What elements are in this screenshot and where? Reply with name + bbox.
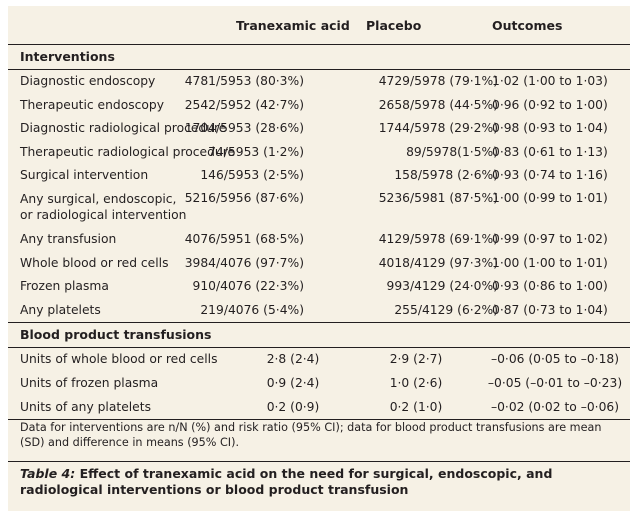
outcome-value: 0·87 (0·73 to 1·04) xyxy=(492,302,608,317)
outcome-value: 1·00 (1·00 to 1·01) xyxy=(492,255,608,270)
outcome-value: 0·96 (0·92 to 1·00) xyxy=(492,97,608,112)
outcome-value: 1·00 (0·99 to 1·01) xyxy=(492,190,608,205)
row-label: Diagnostic endoscopy xyxy=(20,74,156,88)
row-label: Therapeutic endoscopy xyxy=(20,97,164,112)
table-caption: Table 4: Effect of tranexamic acid on th… xyxy=(20,466,620,498)
table-bottom-rule xyxy=(8,419,630,421)
table-frame: Tranexamic acid Placebo Outcomes Interve… xyxy=(8,6,630,511)
row-label: Units of whole blood or red cells xyxy=(20,352,218,367)
column-header-outcomes: Outcomes xyxy=(492,18,563,33)
section-blood-products: Units of whole blood or red cells 2·8 (2… xyxy=(8,348,630,419)
table-row: Units of any platelets 0·2 (0·9) 0·2 (1·… xyxy=(8,396,630,420)
tranexamic-value: 1704/5953 (28·6%) xyxy=(184,121,304,136)
outcome-value: 0·99 (0·97 to 1·02) xyxy=(492,231,608,246)
placebo-value: 89/5978(1·5%) xyxy=(406,144,498,159)
table-row: Therapeutic radiological procedure 74/59… xyxy=(8,141,630,165)
row-label: Whole blood or red cells xyxy=(20,255,169,270)
table-footnote: Data for interventions are n/N (%) and r… xyxy=(20,421,602,449)
column-header-placebo: Placebo xyxy=(366,18,422,33)
row-label: Any transfusion xyxy=(20,231,117,246)
row-label: Therapeutic radiological procedure xyxy=(20,144,236,159)
table-row: Diagnostic radiological procedure 1704/5… xyxy=(8,117,630,141)
placebo-value: 0·2 (1·0) xyxy=(389,399,443,414)
row-label-line-2: or radiological intervention xyxy=(20,207,187,222)
row-label: Frozen plasma xyxy=(20,279,109,294)
row-label-line-1: Any surgical, endoscopic, xyxy=(20,191,177,206)
placebo-value: 1·0 (2·6) xyxy=(389,375,443,390)
outcome-value: 0·98 (0·93 to 1·04) xyxy=(492,121,608,136)
placebo-value: 4729/5978 (79·1%) xyxy=(378,74,498,88)
placebo-value: 2·9 (2·7) xyxy=(389,352,443,367)
tranexamic-value: 4076/5951 (68·5%) xyxy=(184,231,304,246)
placebo-value: 4129/5978 (69·1%) xyxy=(378,231,498,246)
row-label: Any surgical, endoscopic, or radiological… xyxy=(20,191,186,223)
caption-text: Effect of tranexamic acid on the need fo… xyxy=(20,466,553,497)
table-row: Any transfusion 4076/5951 (68·5%) 4129/5… xyxy=(8,228,630,252)
table-row: Therapeutic endoscopy 2542/5952 (42·7%) … xyxy=(8,94,630,118)
tranexamic-value: 3984/4076 (97·7%) xyxy=(184,255,304,270)
tranexamic-value: 2·8 (2·4) xyxy=(266,352,320,367)
outcome-value: 0·93 (0·74 to 1·16) xyxy=(492,168,608,183)
tranexamic-value: 910/4076 (22·3%) xyxy=(192,279,304,294)
placebo-value: 4018/4129 (97·3%) xyxy=(378,255,498,270)
tranexamic-value: 4781/5953 (80·3%) xyxy=(184,74,304,88)
outcome-value: –0·02 (0·02 to –0·06) xyxy=(490,399,620,414)
table-row: Frozen plasma 910/4076 (22·3%) 993/4129 … xyxy=(8,275,630,299)
table-row: Units of frozen plasma 0·9 (2·4) 1·0 (2·… xyxy=(8,372,630,396)
row-label: Surgical intervention xyxy=(20,168,149,183)
column-header-row: Tranexamic acid Placebo Outcomes xyxy=(8,6,630,44)
outcome-value: 0·93 (0·86 to 1·00) xyxy=(492,279,608,294)
row-label: Diagnostic radiological procedure xyxy=(20,121,227,136)
tranexamic-value: 219/4076 (5·4%) xyxy=(200,302,304,317)
table-row: Whole blood or red cells 3984/4076 (97·7… xyxy=(8,252,630,276)
outcome-value: –0·06 (0·05 to –0·18) xyxy=(490,352,620,367)
data-table: Interventions Diagnostic endoscopy 4781/… xyxy=(8,45,630,421)
section-interventions: Diagnostic endoscopy 4781/5953 (80·3%) 4… xyxy=(8,70,630,322)
tranexamic-value: 2542/5952 (42·7%) xyxy=(184,97,304,112)
section-title-blood-products: Blood product transfusions xyxy=(8,323,630,349)
placebo-value: 5236/5981 (87·5%) xyxy=(378,190,498,205)
table-row: Any surgical, endoscopic, or radiological… xyxy=(8,188,630,228)
placebo-value: 255/4129 (6·2%) xyxy=(394,302,498,317)
header-rule xyxy=(8,44,630,45)
row-label: Any platelets xyxy=(20,302,101,317)
outcome-value: 0·83 (0·61 to 1·13) xyxy=(492,144,608,159)
section-title-interventions: Interventions xyxy=(8,45,630,70)
outcome-value: –0·05 (–0·01 to –0·23) xyxy=(487,375,623,390)
placebo-value: 1744/5978 (29·2%) xyxy=(378,121,498,136)
column-header-tranexamic: Tranexamic acid xyxy=(236,18,350,33)
outcome-value: 1·02 (1·00 to 1·03) xyxy=(492,74,608,88)
tranexamic-value: 5216/5956 (87·6%) xyxy=(184,190,304,205)
table-row: Any platelets 219/4076 (5·4%) 255/4129 (… xyxy=(8,299,630,323)
table-row: Units of whole blood or red cells 2·8 (2… xyxy=(8,348,630,372)
tranexamic-value: 146/5953 (2·5%) xyxy=(200,168,304,183)
table-row: Surgical intervention 146/5953 (2·5%) 15… xyxy=(8,164,630,188)
table-row: Diagnostic endoscopy 4781/5953 (80·3%) 4… xyxy=(8,70,630,94)
row-label: Units of any platelets xyxy=(20,399,151,414)
placebo-value: 993/4129 (24·0%) xyxy=(386,279,498,294)
caption-rule xyxy=(8,461,630,462)
section-divider xyxy=(8,322,630,324)
placebo-value: 158/5978 (2·6%) xyxy=(394,168,498,183)
caption-label: Table 4: xyxy=(20,466,76,481)
tranexamic-value: 74/5953 (1·2%) xyxy=(208,144,304,159)
row-label: Units of frozen plasma xyxy=(20,375,159,390)
tranexamic-value: 0·9 (2·4) xyxy=(266,375,320,390)
placebo-value: 2658/5978 (44·5%) xyxy=(378,97,498,112)
tranexamic-value: 0·2 (0·9) xyxy=(266,399,320,414)
